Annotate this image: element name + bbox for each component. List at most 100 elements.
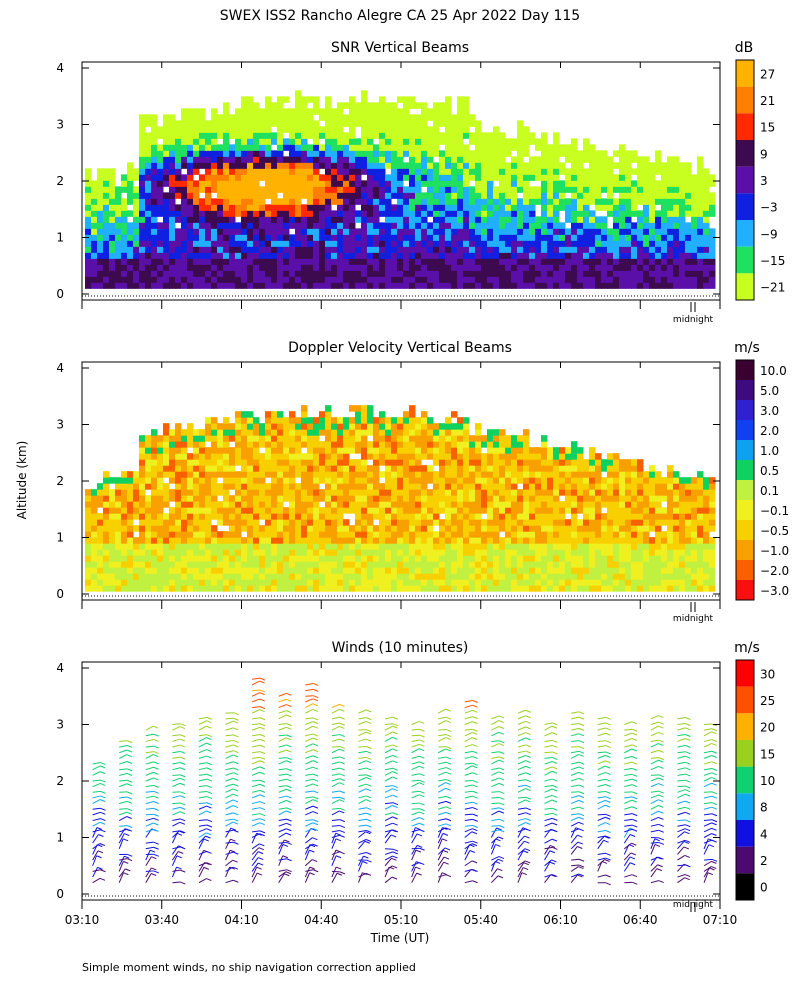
snr-cell (157, 276, 164, 283)
snr-cell (283, 192, 290, 199)
doppler-cell (343, 477, 350, 484)
doppler-cell (103, 489, 110, 496)
snr-cell (445, 96, 452, 103)
doppler-cell (85, 495, 92, 502)
snr-cell (415, 234, 422, 241)
snr-cell (385, 246, 392, 253)
doppler-cell (145, 507, 152, 514)
doppler-cell (343, 507, 350, 514)
snr-cell (535, 264, 542, 271)
doppler-cell (337, 513, 344, 520)
snr-cell (373, 120, 380, 127)
snr-cell (505, 270, 512, 277)
doppler-cell (355, 459, 362, 466)
snr-cell (643, 264, 650, 271)
snr-cell (139, 210, 146, 217)
snr-cell (463, 102, 470, 109)
snr-cell (307, 204, 314, 211)
doppler-cell (487, 447, 494, 454)
snr-cell (379, 138, 386, 145)
snr-cell (295, 270, 302, 277)
snr-cell (373, 264, 380, 271)
snr-cell (439, 222, 446, 229)
snr-cell (421, 150, 428, 157)
snr-cell (229, 210, 236, 217)
snr-cell (265, 144, 272, 151)
doppler-cell (217, 531, 224, 538)
doppler-cell (373, 567, 380, 574)
doppler-cell (235, 435, 242, 442)
doppler-cell (469, 495, 476, 502)
snr-cell (433, 168, 440, 175)
snr-cell (349, 114, 356, 121)
snr-cell (541, 240, 548, 247)
doppler-cell (331, 567, 338, 574)
doppler-cell (331, 513, 338, 520)
snr-cell (583, 228, 590, 235)
snr-cell (337, 138, 344, 145)
snr-cell (349, 252, 356, 259)
snr-cell (673, 282, 680, 289)
snr-cell (307, 222, 314, 229)
doppler-cell (187, 561, 194, 568)
snr-cell (373, 102, 380, 109)
snr-cell (469, 138, 476, 145)
doppler-cell (529, 501, 536, 508)
snr-cell (145, 156, 152, 163)
snr-cell (601, 168, 608, 175)
doppler-cell (373, 555, 380, 562)
snr-cell (103, 282, 110, 289)
snr-cell (199, 252, 206, 259)
snr-cell (643, 228, 650, 235)
doppler-cell (145, 531, 152, 538)
doppler-cell (313, 501, 320, 508)
snr-cell (397, 204, 404, 211)
snr-cell (397, 108, 404, 115)
snr-cell (517, 204, 524, 211)
snr-cell (253, 156, 260, 163)
doppler-cell (385, 525, 392, 532)
snr-cell (475, 186, 482, 193)
snr-cell (433, 216, 440, 223)
doppler-cell (457, 561, 464, 568)
doppler-cell (409, 483, 416, 490)
doppler-cell (127, 555, 134, 562)
doppler-cell (277, 471, 284, 478)
snr-cell (451, 156, 458, 163)
snr-cell (277, 156, 284, 163)
snr-cell (331, 108, 338, 115)
snr-cell (391, 144, 398, 151)
snr-cell (571, 210, 578, 217)
doppler-cell (259, 459, 266, 466)
doppler-cell (199, 495, 206, 502)
snr-cell (175, 216, 182, 223)
doppler-cell (343, 441, 350, 448)
doppler-cell (211, 471, 218, 478)
snr-cell (583, 204, 590, 211)
doppler-cell (427, 423, 434, 430)
snr-cell (109, 258, 116, 265)
snr-cell (517, 144, 524, 151)
snr-cell (613, 234, 620, 241)
snr-cell (217, 246, 224, 253)
doppler-cell (151, 525, 158, 532)
snr-cell (109, 192, 116, 199)
doppler-cell (337, 561, 344, 568)
doppler-cell (229, 459, 236, 466)
doppler-cell (181, 495, 188, 502)
snr-cell (193, 126, 200, 133)
snr-cell (277, 120, 284, 127)
doppler-cell (511, 507, 518, 514)
snr-cell (145, 270, 152, 277)
doppler-cell (181, 477, 188, 484)
doppler-cell (157, 543, 164, 550)
doppler-cell (457, 525, 464, 532)
snr-cell (235, 252, 242, 259)
snr-cell (559, 162, 566, 169)
snr-cell (487, 252, 494, 259)
doppler-cell (139, 537, 146, 544)
doppler-cell (361, 447, 368, 454)
doppler-cell (289, 483, 296, 490)
doppler-cell (325, 561, 332, 568)
snr-cell (661, 192, 668, 199)
